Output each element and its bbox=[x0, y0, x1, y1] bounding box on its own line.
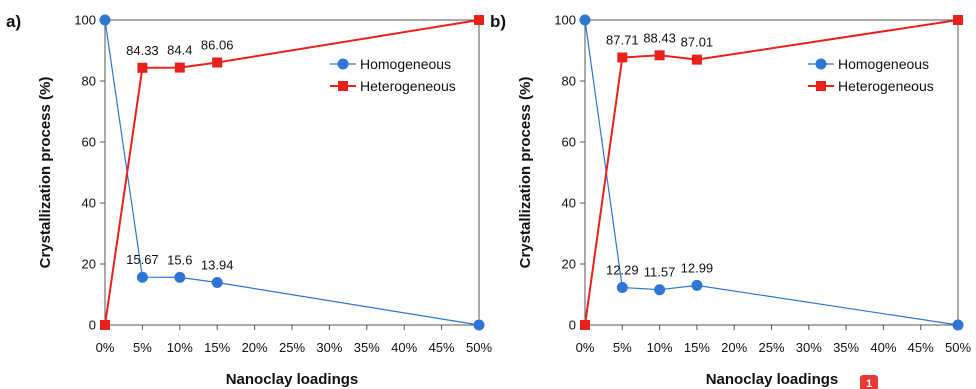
x-tick-label: 35% bbox=[354, 340, 380, 355]
badge-text: 1 bbox=[866, 378, 872, 389]
legend-entry: Heterogeneous bbox=[360, 78, 456, 94]
data-point-heterogeneous bbox=[953, 15, 963, 25]
data-point-heterogeneous bbox=[654, 50, 665, 61]
y-axis-title: Crystallization process (%) bbox=[517, 77, 534, 269]
data-point-homogeneous bbox=[136, 271, 148, 283]
series-homogeneous: 15.67 15.6 13.94 bbox=[99, 14, 485, 331]
x-tick-label: 40% bbox=[391, 340, 417, 355]
x-tick-label: 15% bbox=[204, 340, 230, 355]
x-axis-title: Nanoclay loadings bbox=[226, 371, 359, 388]
data-point-homogeneous bbox=[616, 282, 628, 294]
x-tick-label: 0% bbox=[576, 340, 595, 355]
legend-entry: Homogeneous bbox=[838, 56, 929, 72]
data-point-heterogeneous bbox=[617, 52, 628, 63]
x-tick-label: 40% bbox=[870, 340, 896, 355]
data-label: 87.01 bbox=[681, 35, 714, 50]
y-tick-label: 80 bbox=[562, 74, 576, 89]
x-tick-label: 20% bbox=[242, 340, 268, 355]
y-tick-label: 100 bbox=[74, 13, 96, 28]
data-point-heterogeneous bbox=[100, 320, 110, 330]
data-point-heterogeneous bbox=[691, 54, 702, 65]
y-tick-label: 0 bbox=[89, 318, 96, 333]
legend: Homogeneous Heterogeneous bbox=[330, 56, 456, 94]
legend-marker bbox=[815, 58, 827, 70]
y-tick-label: 60 bbox=[562, 135, 576, 150]
x-tick-label: 35% bbox=[833, 340, 859, 355]
data-point-heterogeneous bbox=[212, 57, 223, 68]
legend-marker bbox=[816, 81, 826, 91]
data-label: 86.06 bbox=[201, 38, 234, 53]
y-tick-label: 40 bbox=[82, 196, 96, 211]
panel-label: a) bbox=[6, 12, 21, 31]
panel-label: b) bbox=[490, 12, 506, 31]
chart-panel-1: a) 0 20 40 60 80 100 0% 5% 10% 15% 20% 25% 30% 35% 40% 4… bbox=[6, 12, 492, 388]
data-label: 87.71 bbox=[606, 32, 639, 47]
data-label: 84.4 bbox=[167, 43, 192, 58]
legend: Homogeneous Heterogeneous bbox=[808, 56, 934, 94]
x-tick-label: 10% bbox=[167, 340, 193, 355]
data-label: 88.43 bbox=[643, 30, 676, 45]
x-tick-label: 50% bbox=[466, 340, 492, 355]
x-tick-label: 5% bbox=[133, 340, 152, 355]
series-homogeneous: 12.29 11.57 12.99 bbox=[579, 14, 964, 331]
x-tick-label: 50% bbox=[945, 340, 971, 355]
x-tick-label: 45% bbox=[429, 340, 455, 355]
data-label: 84.33 bbox=[126, 43, 159, 58]
x-tick-label: 10% bbox=[647, 340, 673, 355]
data-point-homogeneous bbox=[691, 279, 703, 291]
badge: 1 bbox=[860, 375, 878, 389]
data-point-homogeneous bbox=[99, 14, 111, 26]
legend-entry: Heterogeneous bbox=[838, 78, 934, 94]
data-point-homogeneous bbox=[211, 276, 223, 288]
legend-entry: Homogeneous bbox=[360, 56, 451, 72]
y-tick-label: 0 bbox=[569, 318, 576, 333]
series-heterogeneous: 87.71 88.43 87.01 bbox=[580, 15, 963, 330]
data-point-heterogeneous bbox=[580, 320, 590, 330]
data-label: 13.94 bbox=[201, 257, 234, 272]
data-label: 12.99 bbox=[681, 260, 714, 275]
legend-marker bbox=[337, 58, 349, 70]
y-tick-label: 80 bbox=[82, 74, 96, 89]
badge-box bbox=[860, 375, 878, 389]
data-point-heterogeneous bbox=[474, 15, 484, 25]
data-point-homogeneous bbox=[174, 271, 186, 283]
data-point-homogeneous bbox=[952, 319, 964, 331]
y-tick-label: 20 bbox=[562, 257, 576, 272]
series-heterogeneous: 84.33 84.4 86.06 bbox=[100, 15, 484, 330]
x-axis-title: Nanoclay loadings bbox=[706, 371, 839, 388]
x-tick-label: 25% bbox=[279, 340, 305, 355]
x-tick-label: 45% bbox=[908, 340, 934, 355]
data-label: 15.67 bbox=[126, 252, 159, 267]
data-label: 11.57 bbox=[644, 265, 676, 280]
x-tick-label: 30% bbox=[316, 340, 342, 355]
y-axis-title: Crystallization process (%) bbox=[37, 77, 54, 269]
data-point-heterogeneous bbox=[137, 62, 148, 73]
y-tick-label: 40 bbox=[562, 196, 576, 211]
x-tick-label: 20% bbox=[721, 340, 747, 355]
data-label: 15.6 bbox=[167, 252, 192, 267]
data-point-homogeneous bbox=[654, 284, 666, 296]
x-tick-label: 5% bbox=[613, 340, 632, 355]
x-tick-label: 15% bbox=[684, 340, 710, 355]
x-tick-label: 30% bbox=[796, 340, 822, 355]
y-tick-label: 20 bbox=[82, 257, 96, 272]
chart-panel-2: b) 0 20 40 60 80 100 0% 5% 10% 15% 20% 25% 30% 35% 40% 4… bbox=[490, 12, 971, 388]
x-tick-label: 25% bbox=[758, 340, 784, 355]
data-point-heterogeneous bbox=[174, 62, 185, 73]
x-tick-label: 0% bbox=[96, 340, 115, 355]
legend-marker bbox=[338, 81, 348, 91]
y-tick-label: 60 bbox=[82, 135, 96, 150]
y-tick-label: 100 bbox=[554, 13, 576, 28]
data-point-homogeneous bbox=[473, 319, 485, 331]
data-label: 12.29 bbox=[606, 263, 639, 278]
data-point-homogeneous bbox=[579, 14, 591, 26]
